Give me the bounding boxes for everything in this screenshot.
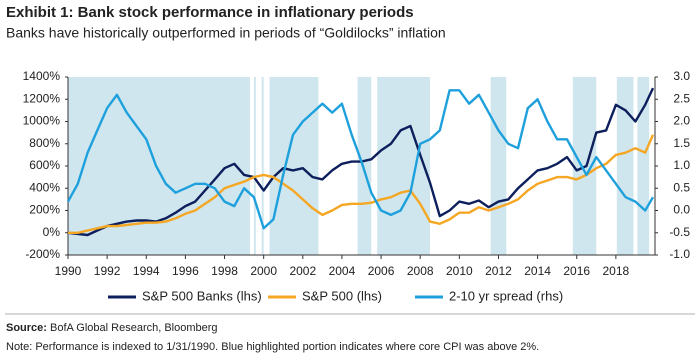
cpi-shade bbox=[637, 77, 650, 255]
source-label: Source: bbox=[6, 322, 47, 334]
x-tick-label: 2004 bbox=[329, 264, 356, 278]
chart-title: Exhibit 1: Bank stock performance in inf… bbox=[6, 4, 414, 21]
y2-tick-label: 3.0 bbox=[673, 69, 690, 83]
cpi-shade bbox=[269, 77, 319, 255]
x-tick-label: 1998 bbox=[211, 264, 238, 278]
source: BofA Global Research, Bloomberg bbox=[50, 322, 218, 334]
note: Note: Performance is indexed to 1/31/199… bbox=[6, 341, 539, 353]
y-tick-label: 0% bbox=[43, 225, 61, 239]
y2-tick-label: 1.5 bbox=[673, 136, 690, 150]
cpi-shade bbox=[377, 77, 430, 255]
x-tick-label: 2002 bbox=[289, 264, 316, 278]
legend-label: S&P 500 (lhs) bbox=[302, 288, 382, 303]
y2-tick-label: -0.5 bbox=[669, 225, 690, 239]
x-tick-label: 1990 bbox=[55, 264, 82, 278]
cpi-shade bbox=[357, 77, 372, 255]
legend-label: 2-10 yr spread (rhs) bbox=[449, 288, 563, 303]
y-tick-label: 200% bbox=[29, 203, 60, 217]
cpi-shade bbox=[253, 77, 256, 255]
x-tick-label: 2000 bbox=[250, 264, 277, 278]
y2-tick-label: 2.5 bbox=[673, 91, 690, 105]
x-tick-label: 2016 bbox=[563, 264, 590, 278]
x-tick-label: 2010 bbox=[446, 264, 473, 278]
y-tick-label: 600% bbox=[29, 158, 60, 172]
y-tick-label: 1200% bbox=[23, 91, 61, 105]
cpi-shade bbox=[490, 77, 507, 255]
y-tick-label: -200% bbox=[25, 247, 60, 261]
y2-tick-label: 1.0 bbox=[673, 158, 690, 172]
series-line bbox=[66, 89, 655, 230]
x-tick-label: 1996 bbox=[172, 264, 199, 278]
x-tick-label: 1992 bbox=[94, 264, 121, 278]
cpi-shade bbox=[68, 77, 250, 255]
y2-tick-label: 0.5 bbox=[673, 180, 690, 194]
y-tick-label: 1400% bbox=[23, 69, 61, 83]
y2-tick-label: 2.0 bbox=[673, 114, 690, 128]
y-tick-label: 400% bbox=[29, 180, 60, 194]
y2-tick-label: -1.0 bbox=[669, 247, 690, 261]
legend-label: S&P 500 Banks (lhs) bbox=[142, 288, 262, 303]
cpi-shade bbox=[616, 77, 634, 255]
x-tick-label: 2014 bbox=[524, 264, 551, 278]
x-tick-label: 2012 bbox=[485, 264, 512, 278]
y-tick-label: 1000% bbox=[23, 114, 61, 128]
x-tick-label: 2008 bbox=[407, 264, 434, 278]
y2-tick-label: 0.0 bbox=[673, 203, 690, 217]
y-tick-label: 800% bbox=[29, 136, 60, 150]
chart-subtitle: Banks have historically outperformed in … bbox=[6, 25, 446, 41]
x-tick-label: 2018 bbox=[603, 264, 630, 278]
cpi-shade bbox=[261, 77, 264, 255]
series-line bbox=[68, 134, 655, 234]
x-tick-label: 1994 bbox=[133, 264, 160, 278]
x-tick-label: 2006 bbox=[368, 264, 395, 278]
